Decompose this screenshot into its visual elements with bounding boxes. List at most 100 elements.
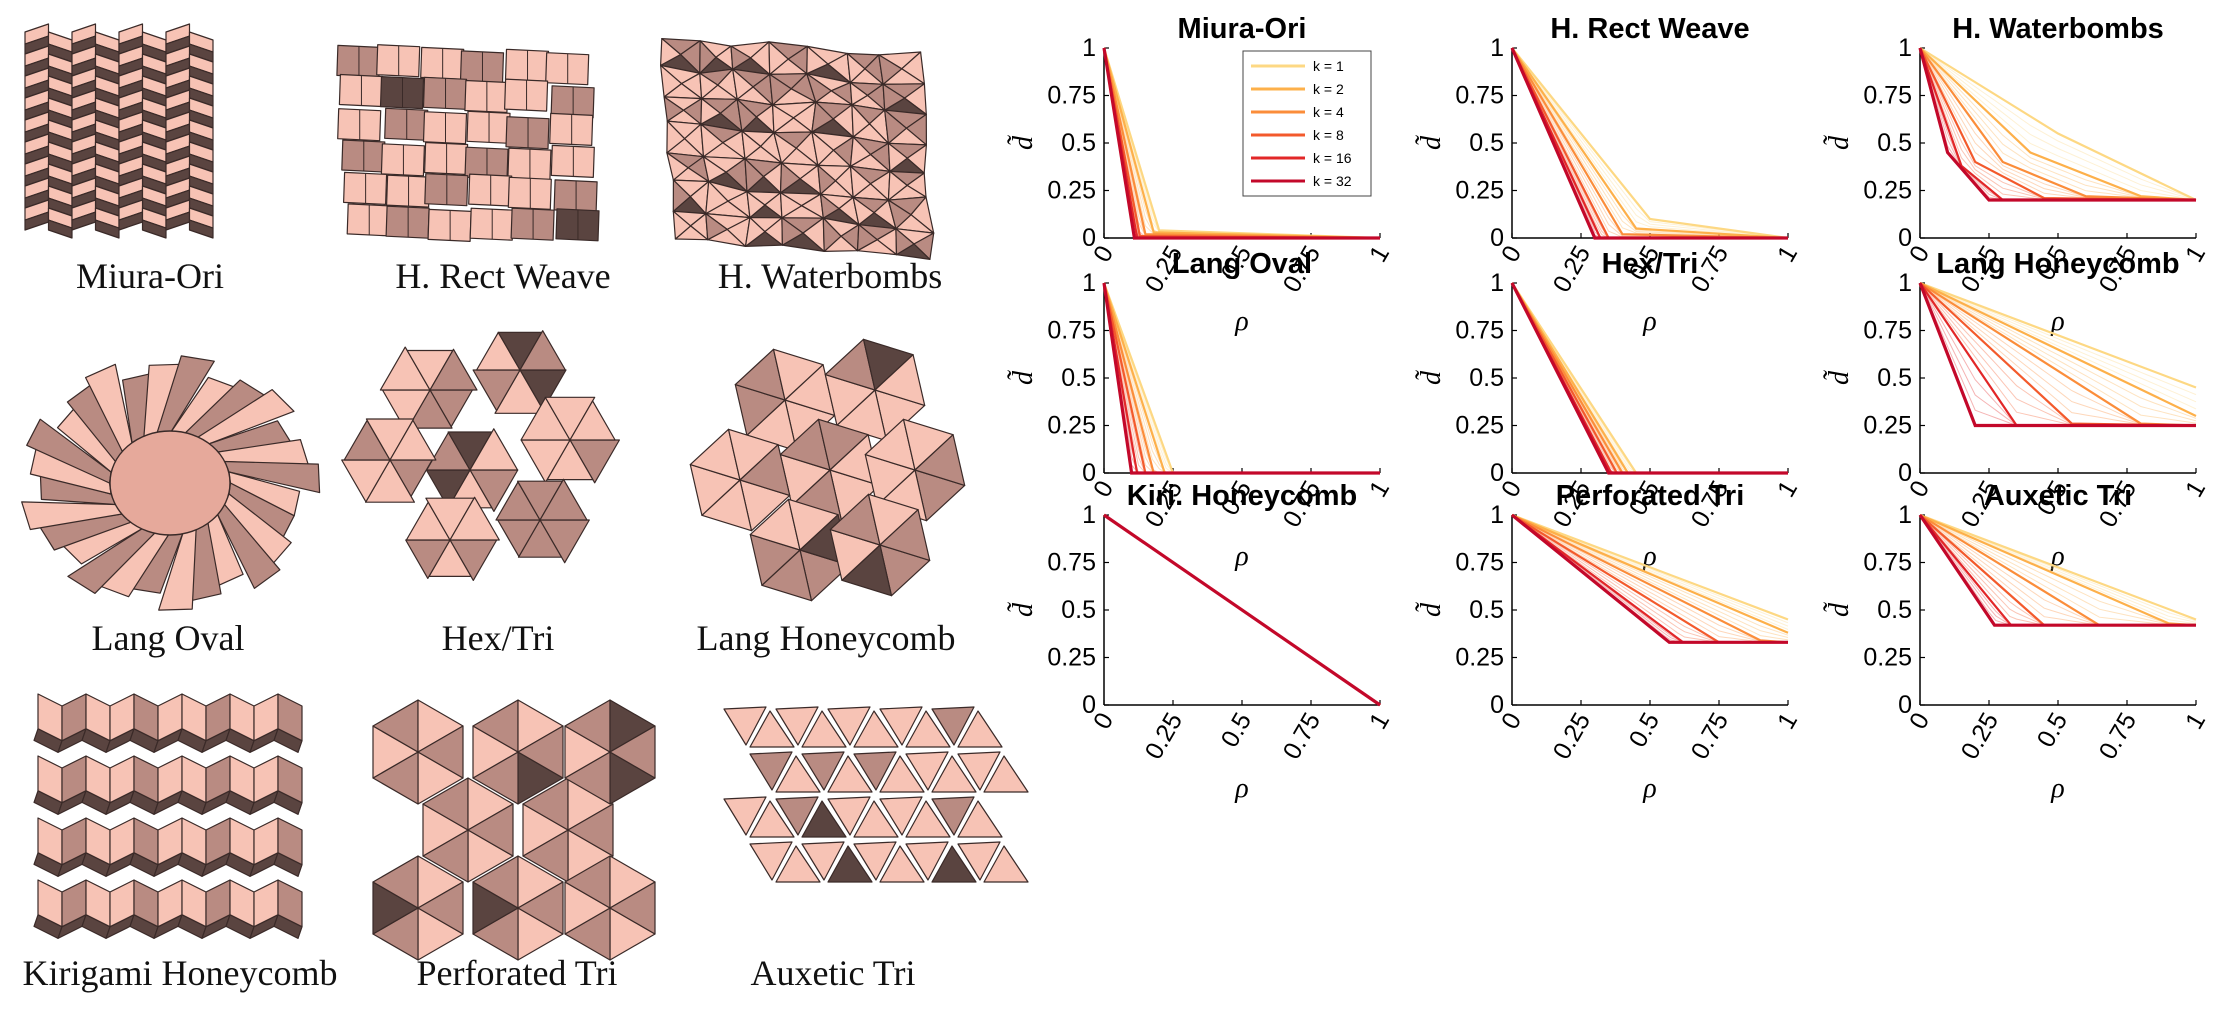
y-tick-label: 0 [1082,224,1096,252]
series-line [1511,47,1789,240]
x-tick-label: 0.5 [2032,708,2074,752]
pattern-face [427,208,472,242]
pattern-face [749,751,793,791]
pattern-face [822,217,842,252]
x-tick-label: 1 [1364,708,1395,734]
pattern-face [469,428,519,471]
y-tick-label: 0.75 [1455,82,1504,110]
pattern-face [853,800,899,838]
pattern-face [801,751,845,791]
pattern-face [957,800,1003,838]
y-axis-label: d̃ [1823,134,1855,150]
pattern-face [905,751,949,791]
pattern-face [699,72,719,100]
x-tick-label: 0 [1496,476,1527,502]
pattern-face [188,219,214,239]
y-tick-label: 0.25 [1863,177,1912,205]
pattern-face [380,143,425,177]
pattern-face [699,40,717,74]
x-axis-label: ρ [1234,306,1248,337]
pattern-face [851,104,871,138]
pattern-face [879,509,931,562]
y-axis-label: d̃ [1007,369,1039,385]
pattern-face [749,710,795,748]
x-axis-label: ρ [1642,773,1656,804]
caption-lang-oval: Lang Oval [92,618,245,658]
y-tick-label: 0.5 [1061,364,1096,392]
envelope-line [1919,47,2196,201]
series-line [1918,282,2196,428]
pattern-face [768,41,789,76]
y-tick-label: 0 [1898,459,1912,487]
y-tick-label: 0.75 [1863,82,1912,110]
pattern-face [852,196,875,226]
pattern-face [819,193,840,219]
pattern-face [417,881,464,935]
legend-entry: k = 32 [1313,173,1352,189]
pattern-face [273,728,303,754]
y-tick-label: 1 [1898,34,1912,62]
x-tick-label: 1 [2180,708,2211,734]
y-axis-label: d̃ [1415,601,1447,617]
envelope-line [1511,514,1789,643]
x-tick-label: 1 [2180,476,2211,502]
pattern-face [659,64,683,98]
pattern-face [273,790,303,816]
rect-weave-pattern [336,44,600,242]
chart-panel: Kiri. Honeycomb 0 0.25 0.5 0.75 1 0 0.25 0.5 0.75… [1007,480,1395,804]
legend-entry: k = 4 [1313,104,1344,120]
y-tick-label: 0.5 [1877,364,1912,392]
x-tick-label: 1 [1364,476,1395,502]
series-line [1103,513,1381,707]
x-tick-label: 0 [1496,241,1527,267]
pattern-face [422,76,468,110]
pattern-face [385,205,430,239]
pattern-face [467,803,514,857]
x-tick-label: 0.75 [1686,708,1735,764]
pattern-face [666,120,686,154]
pattern-face [878,54,903,85]
envelope-line [1919,47,2197,201]
pattern-face [422,111,468,145]
lang-oval-pattern [21,355,321,611]
series-envelope [1919,282,2197,426]
y-tick-label: 0.25 [1863,644,1912,672]
x-tick-label: 0.5 [1624,708,1666,752]
y-tick-label: 1 [1898,269,1912,297]
x-axis-label: ρ [2050,773,2064,804]
chart-title: Lang Honeycomb [1936,248,2179,280]
pattern-face [931,755,977,793]
x-tick-label: 0 [1904,476,1935,502]
pattern-face [517,725,564,779]
series-line [1102,47,1380,240]
pattern-face [732,68,754,100]
y-tick-label: 0.5 [1469,596,1504,624]
y-tick-label: 0.75 [1047,317,1096,345]
y-tick-label: 0.75 [1047,82,1096,110]
y-tick-label: 0.5 [1877,129,1912,157]
series-line [1102,282,1380,475]
pattern-face [983,845,1029,883]
pattern-face [705,213,728,241]
pattern-face [957,710,1003,748]
pattern-face [957,751,1001,791]
caption-kirigami-honeycomb: Kirigami Honeycomb [23,953,338,993]
chart-title: Kiri. Honeycomb [1127,480,1357,512]
y-tick-label: 1 [1082,501,1096,529]
pattern-face [771,104,795,134]
y-axis-label: d̃ [1007,134,1039,150]
pattern-face [346,203,391,237]
y-tick-label: 0.25 [1455,177,1504,205]
pattern-face [849,136,872,167]
miura-ori-pattern [24,23,214,239]
x-tick-label: 0.25 [1548,708,1597,764]
pattern-face [469,207,514,241]
series-line [1918,47,2196,202]
series-line [1510,282,1788,475]
y-tick-label: 1 [1490,34,1504,62]
chart-title: Hex/Tri [1602,248,1699,280]
pattern-face [723,706,767,746]
pattern-face [749,841,793,881]
